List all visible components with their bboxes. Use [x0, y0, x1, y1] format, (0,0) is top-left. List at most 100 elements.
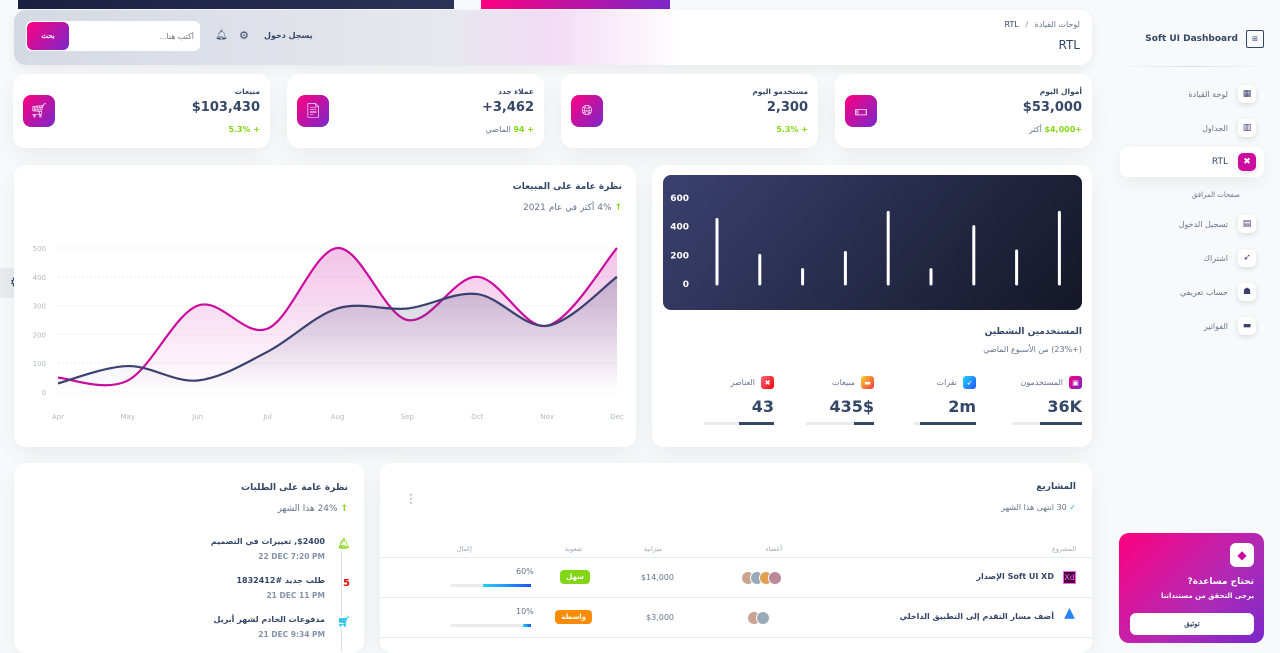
- series-line: [57, 275, 618, 385]
- active-users-stat-label: نقرات: [936, 378, 957, 387]
- sidebar-item-label: اشتراك: [1203, 253, 1228, 263]
- bar-y-tick: 200: [670, 251, 689, 261]
- brand[interactable]: Soft UI Dashboard ⊞: [1145, 30, 1264, 48]
- search-button[interactable]: بحث: [27, 22, 69, 50]
- stat-label: مستخدمو اليوم: [752, 87, 808, 96]
- sign-in-link[interactable]: يسجل دخول: [264, 31, 313, 40]
- logo-icon: ⊞: [1246, 30, 1264, 48]
- sidebar: Soft UI Dashboard ⊞ ▦ لوحة القيادة ▥ الج…: [1104, 0, 1280, 643]
- active-users-bar-chart: 0 200 400 600: [670, 194, 1061, 290]
- orders-change-note: هذا الشهر: [277, 504, 315, 514]
- rocket-icon: ➶: [1238, 249, 1256, 267]
- sidebar-item[interactable]: ▦ لوحة القيادة: [1120, 79, 1264, 109]
- order-timeline-item: 🔔︎ $2400, تغييرات في التصميم 22 DEC 7:20…: [50, 537, 350, 573]
- stat-label: عملاء جدد: [498, 87, 534, 96]
- click-icon: ➶: [963, 376, 976, 389]
- difficulty-badge: واسطة: [555, 610, 592, 624]
- sidebar-item[interactable]: ✖ RTL: [1120, 147, 1264, 177]
- table-row[interactable]: Xd Soft UI XD الإصدار $14,000 سهل 60%: [380, 558, 1092, 598]
- arrow-up-icon: ↑: [340, 504, 348, 514]
- sales-overview-subtitle: ↑ 4% أكثر في عام 2021: [523, 203, 622, 213]
- orders-subtitle: ↑ 24% هذا الشهر: [277, 504, 348, 514]
- cart-icon: 🛒︎: [337, 617, 350, 628]
- brand-name: Soft UI Dashboard: [1145, 34, 1238, 44]
- navbar: لوحات القيادة / RTL RTL بحث 🔔︎ ⚙ يسجل دخ…: [14, 10, 1092, 65]
- order-title: طلب جديد #1832412: [236, 576, 325, 585]
- project-budget: $14,000: [640, 573, 674, 582]
- documentation-button[interactable]: توثيق: [1130, 613, 1254, 635]
- bar-y-tick: 600: [670, 194, 689, 204]
- settings-gear-icon[interactable]: ⚙: [239, 29, 249, 42]
- sidebar-item-label: حساب تعريفي: [1179, 287, 1228, 297]
- sidebar-item[interactable]: ▤ تسجيل الدخول: [1120, 209, 1264, 239]
- help-subtitle: يرجى التحقق من مستنداتنا: [1160, 592, 1254, 600]
- x-tick-label: Sep: [401, 413, 415, 421]
- x-tick-label: Jul: [262, 413, 272, 421]
- breadcrumb-root[interactable]: لوحات القيادة: [1034, 20, 1080, 29]
- column-header: ميزانية: [643, 545, 662, 553]
- atlassian-icon: ▲: [1064, 604, 1075, 621]
- stat-change-note: أكثر: [1029, 125, 1042, 134]
- order-date: 22 DEC 7:20 PM: [258, 552, 325, 561]
- diamond-icon: ◆: [1230, 543, 1254, 567]
- active-users-stat-value: 43: [751, 397, 774, 416]
- stat-change-note: الماضي: [485, 125, 511, 134]
- completion-progress: [451, 584, 531, 587]
- stat-value: +3,462: [481, 100, 534, 115]
- projects-title: المشاريع: [1036, 482, 1076, 492]
- money-icon: 💵︎: [845, 95, 877, 127]
- xd-icon: Xd: [1063, 571, 1076, 584]
- y-tick-label: 500: [33, 245, 46, 253]
- items-icon: ✖: [761, 376, 774, 389]
- stat-change: +$4,000: [1044, 125, 1082, 134]
- settings-icon: ✖: [1238, 153, 1256, 171]
- office-icon: ▥: [1238, 119, 1256, 137]
- table-row[interactable]: ▲ أضف مسار التقدم إلى التطبيق الداخلي $3…: [380, 598, 1092, 638]
- active-users-stat-label: المستخدمون: [1020, 378, 1064, 387]
- bar-y-tick: 400: [670, 223, 689, 233]
- active-users-progress: [806, 422, 874, 425]
- stat-change: + 5.3%: [228, 125, 260, 134]
- sidebar-item-label: الجداول: [1202, 123, 1228, 133]
- difficulty-badge: سهل: [560, 570, 590, 584]
- order-title: $2400, تغييرات في التصميم: [210, 537, 325, 546]
- stat-value: $53,000: [1022, 100, 1082, 115]
- series-area: [58, 276, 617, 392]
- search-input[interactable]: [72, 25, 194, 47]
- more-options-icon[interactable]: · · ·: [409, 488, 413, 510]
- avatar[interactable]: [756, 611, 770, 625]
- check-icon: ✓: [1069, 503, 1076, 512]
- x-tick-label: Jun: [191, 413, 203, 421]
- cart-icon: ▬: [861, 376, 874, 389]
- projects-done-note: هذا الشهر: [1001, 503, 1035, 512]
- stat-label: أموال اليوم: [1039, 87, 1082, 96]
- bell-icon: 🔔︎: [337, 539, 350, 550]
- projects-card: المشاريع ✓ 30 انتهى هذا الشهر · · · المشرو…: [380, 463, 1092, 653]
- sidebar-item[interactable]: ☗ حساب تعريفي: [1120, 277, 1264, 307]
- active-users-subtitle: (+23%) من الأسبوع الماضي: [983, 345, 1082, 354]
- members-avatars: [747, 610, 770, 629]
- sidebar-item[interactable]: ➶ اشتراك: [1120, 243, 1264, 273]
- x-tick-label: Nov: [540, 413, 554, 421]
- world-icon: 🌐︎: [571, 95, 603, 127]
- active-users-stat: ✖ العناصر 43: [704, 376, 774, 426]
- avatar[interactable]: [768, 571, 782, 585]
- sidebar-section-title: صفحات المرافق: [1191, 191, 1240, 199]
- customer-support-icon: ☗: [1238, 283, 1256, 301]
- sidebar-item[interactable]: ▥ الجداول: [1120, 113, 1264, 143]
- notifications-bell-icon[interactable]: 🔔︎: [215, 30, 228, 41]
- y-tick-label: 400: [33, 274, 46, 282]
- project-name: أضف مسار التقدم إلى التطبيق الداخلي: [899, 612, 1054, 621]
- order-timeline-item: 🛒︎ مدفوعات الخادم لشهر أبريل 21 DEC 9:34…: [50, 615, 350, 651]
- sales-overview-card: نظرة عامة على المبيعات ↑ 4% أكثر في عام …: [14, 165, 636, 447]
- sidebar-item[interactable]: ▬ الفواتير: [1120, 311, 1264, 341]
- active-users-card: 0 200 400 600 المستخدمين النشطين (+23%) من …: [652, 165, 1092, 447]
- help-title: تحتاج مساعدة?: [1187, 577, 1254, 587]
- stat-change: + 94: [513, 125, 534, 134]
- projects-done-count: 30 انتهى: [1036, 503, 1067, 512]
- sidebar-item-label: الفواتير: [1203, 321, 1228, 331]
- active-users-stat-value: 36K: [1047, 397, 1082, 416]
- order-timeline-item: 5 طلب جديد #1832412 21 DEC 11 PM: [50, 576, 350, 612]
- stat-card: مبيعات $103,430 + 5.3% 🛒︎: [13, 74, 270, 148]
- sidebar-item-label: تسجيل الدخول: [1178, 219, 1228, 229]
